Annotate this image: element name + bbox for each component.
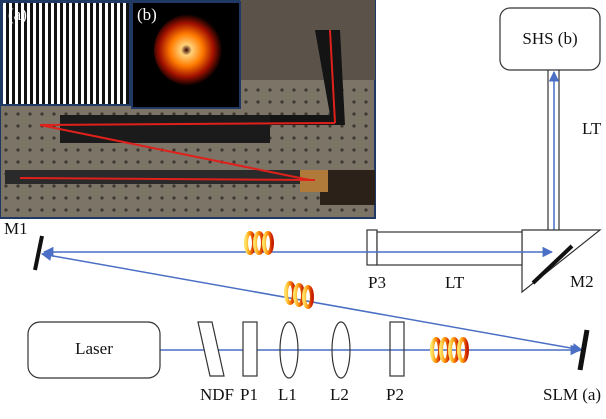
component-label: SHS (b): [522, 29, 577, 48]
component-label: L1: [278, 385, 297, 404]
lt-tube: [377, 232, 522, 265]
lens: [332, 322, 350, 378]
polarizer: [390, 322, 404, 376]
inset-label: (b): [137, 5, 157, 24]
polarizer: [367, 230, 377, 265]
component-label: Laser: [75, 339, 113, 358]
vortex-icon: [286, 283, 312, 307]
vortex-icon: [246, 233, 272, 253]
mirror: [35, 236, 42, 270]
component-label: LT: [582, 119, 602, 138]
component-label: P3: [368, 273, 386, 292]
ndf: [198, 322, 224, 376]
lens: [280, 322, 298, 378]
setup-diagram: (a) (b) SHS (b) LT M2 P3 LT M1 Laser: [0, 0, 606, 419]
component-label: P2: [386, 385, 404, 404]
component-label: NDF: [200, 385, 234, 404]
component-label: L2: [330, 385, 349, 404]
polarizer: [243, 322, 257, 376]
component-label: M2: [570, 272, 594, 291]
slm: [580, 330, 587, 370]
photo: (a) (b): [0, 0, 375, 218]
inset-label: (a): [8, 5, 27, 24]
component-label: M1: [4, 219, 28, 238]
component-label: LT: [445, 273, 465, 292]
component-label: P1: [240, 385, 258, 404]
component-label: SLM (a): [543, 385, 601, 404]
